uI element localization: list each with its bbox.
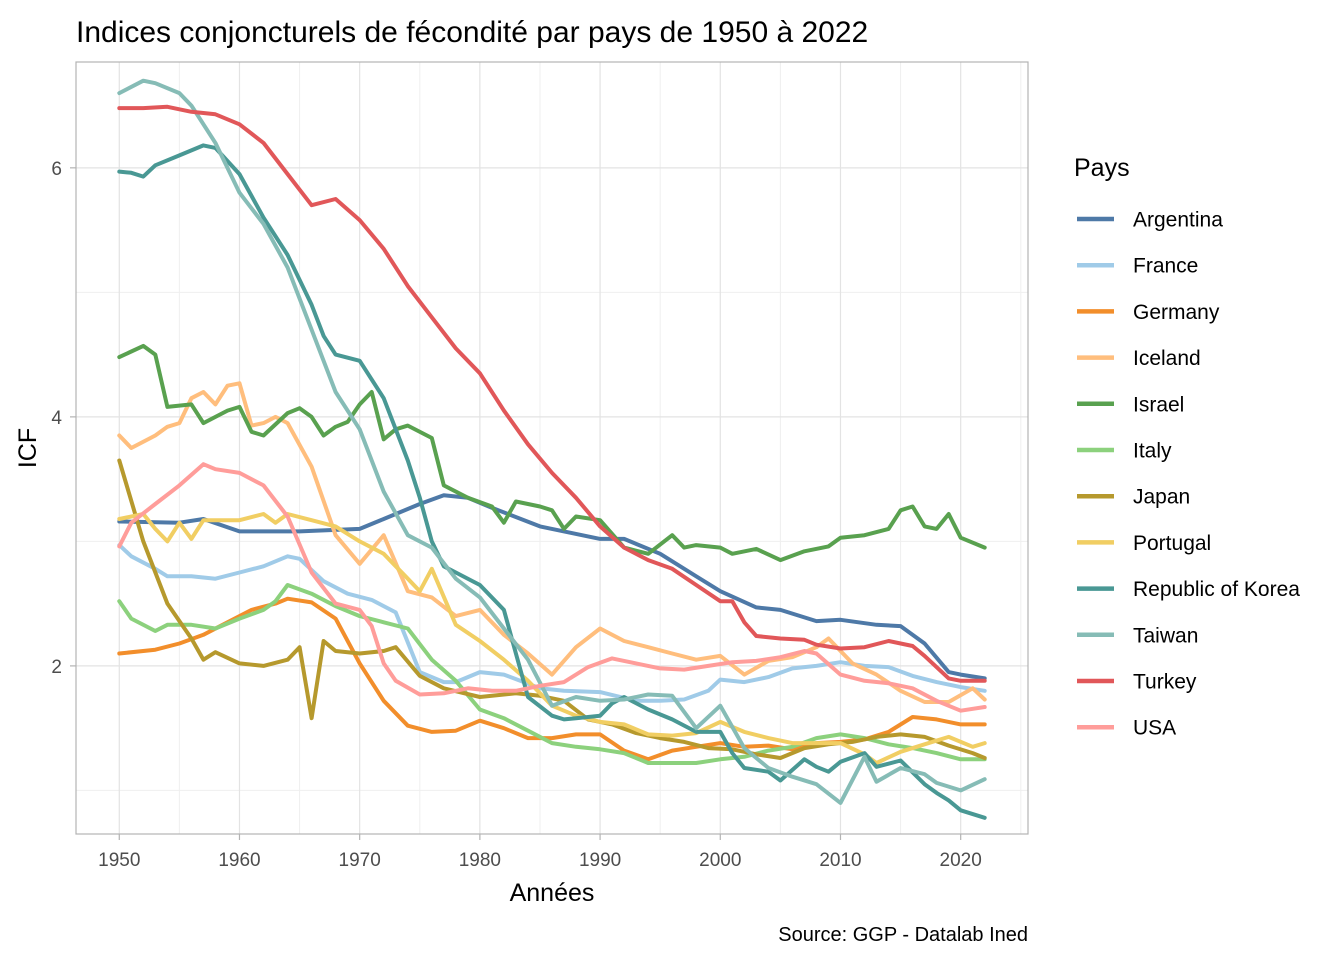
- chart-caption: Source: GGP - Datalab Ined: [778, 924, 1028, 946]
- series-line-israel: [117, 343, 987, 563]
- y-axis-ticks: 2 4 6: [51, 159, 76, 678]
- x-tick-label: 2010: [819, 850, 861, 871]
- series-line-usa: [117, 462, 987, 713]
- series-line-portugal: [117, 512, 987, 765]
- chart-title: Indices conjoncturels de fécondité par p…: [76, 16, 868, 49]
- legend-label-iceland: Iceland: [1133, 347, 1201, 370]
- series-line-argentina: [117, 493, 987, 681]
- plot-panel-border: [75, 61, 1029, 835]
- legend-label-italy: Italy: [1133, 440, 1172, 463]
- series-line-taiwan: [117, 78, 987, 805]
- series-line-iceland: [117, 381, 987, 704]
- legend-label-argentina: Argentina: [1133, 209, 1223, 232]
- legend-label-france: France: [1133, 255, 1198, 278]
- x-tick-label: 2020: [940, 850, 982, 871]
- legend-label-portugal: Portugal: [1133, 532, 1211, 555]
- x-tick-label: 1950: [98, 850, 140, 871]
- x-tick-label: 1980: [459, 850, 501, 871]
- legend-label-japan: Japan: [1133, 486, 1190, 509]
- legend: Argentina France Germany Iceland Israel Italy…: [1077, 209, 1300, 740]
- legend-label-usa: USA: [1133, 717, 1176, 740]
- x-axis-title: Années: [510, 879, 595, 907]
- series-line-turkey: [117, 104, 987, 683]
- legend-label-germany: Germany: [1133, 301, 1220, 324]
- y-tick-label: 2: [51, 657, 62, 678]
- y-axis-title: ICF: [14, 428, 42, 468]
- legend-label-israel: Israel: [1133, 393, 1184, 416]
- series-line-republic-of-korea: [117, 143, 987, 820]
- series-lines: [117, 78, 987, 820]
- x-axis-ticks: 1950 1960 1970 1980 1990 2000 2010 2020: [98, 834, 982, 871]
- y-tick-label: 4: [51, 408, 62, 429]
- y-tick-label: 6: [51, 159, 62, 180]
- x-tick-label: 2000: [699, 850, 741, 871]
- legend-label-taiwan: Taiwan: [1133, 624, 1198, 647]
- x-tick-label: 1970: [339, 850, 381, 871]
- legend-label-turkey: Turkey: [1133, 671, 1197, 694]
- x-tick-label: 1990: [579, 850, 621, 871]
- x-tick-label: 1960: [218, 850, 260, 871]
- legend-title: Pays: [1074, 154, 1130, 182]
- plot-grid: [76, 62, 1028, 834]
- legend-label-republic-of-korea: Republic of Korea: [1133, 578, 1300, 601]
- series-line-italy: [117, 583, 987, 765]
